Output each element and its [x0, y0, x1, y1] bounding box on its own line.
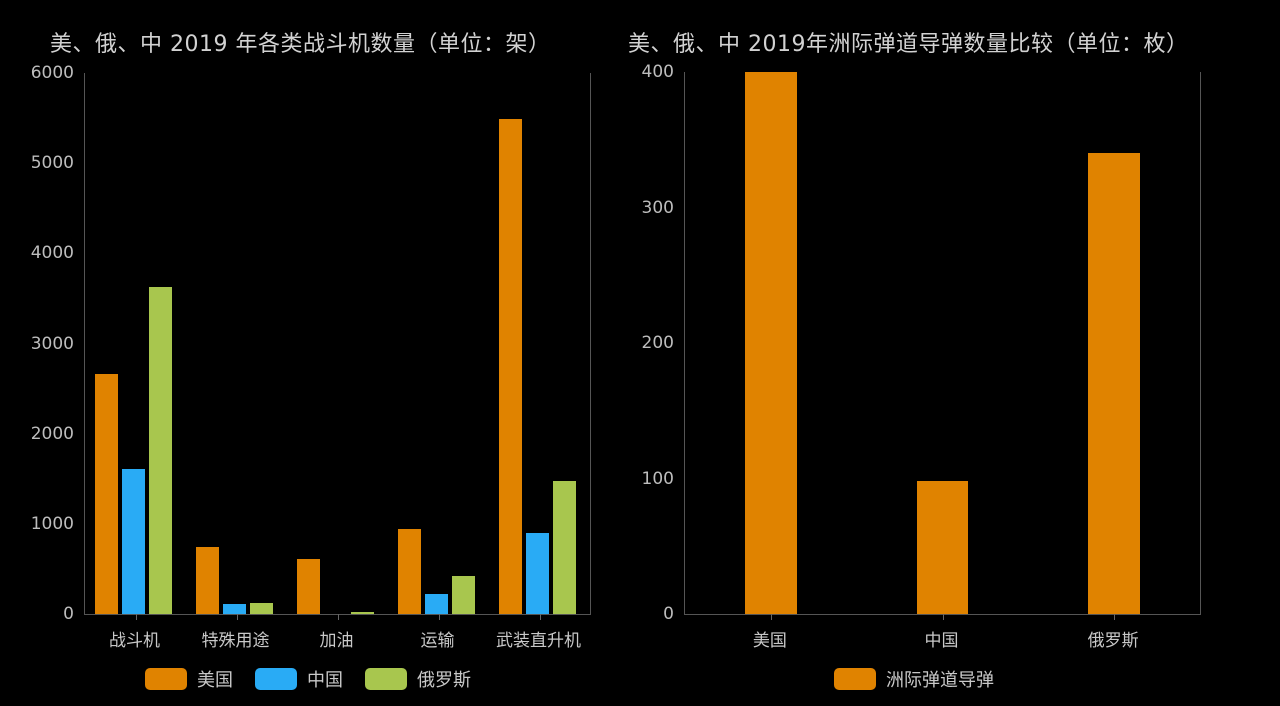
bar-russia — [350, 612, 374, 614]
y-tick-label: 0 — [63, 604, 74, 624]
x-tick-mark — [1114, 614, 1116, 620]
y-tick-label: 5000 — [30, 153, 74, 174]
x-tick-mark — [438, 614, 440, 620]
legend-label: 俄罗斯 — [417, 670, 471, 691]
left-plot-area — [84, 73, 591, 620]
legend-swatch — [834, 668, 876, 690]
bar-usa — [95, 374, 119, 614]
legend-item[interactable]: 洲际弹道导弹 — [834, 666, 994, 692]
x-tick-label: 中国 — [924, 631, 959, 651]
y-tick-label: 100 — [641, 468, 674, 489]
left-chart-panel: 美、俄、中 2019 年各类战斗机数量（单位：架） 0 1000 2000 3000 4… — [0, 0, 620, 706]
y-tick-label: 0 — [663, 604, 674, 624]
x-tick-mark — [337, 614, 339, 620]
legend-item[interactable]: 中国 — [255, 666, 343, 692]
y-tick-label: 4000 — [30, 243, 74, 264]
right-chart-panel: 美、俄、中 2019年洲际弹道导弹数量比较（单位：枚） 0 100 200 300 40… — [620, 0, 1280, 706]
bar-russia — [451, 576, 475, 614]
y-tick-label: 1000 — [30, 513, 74, 534]
bar-usa — [297, 559, 321, 614]
x-tick-label: 俄罗斯 — [1087, 631, 1139, 651]
x-tick-mark — [236, 614, 238, 620]
left-chart-title: 美、俄、中 2019 年各类战斗机数量（单位：架） — [50, 32, 551, 57]
y-tick-label: 300 — [641, 197, 674, 218]
bar-icbm — [745, 72, 797, 614]
y-tick-label: 6000 — [30, 63, 74, 83]
x-tick-mark — [770, 614, 772, 620]
bar-usa — [499, 119, 523, 614]
bar-icbm — [916, 481, 969, 614]
x-tick-label: 战斗机 — [109, 631, 160, 651]
y-tick-label: 200 — [641, 333, 674, 353]
left-legend: 美国 中国 俄罗斯 — [145, 666, 483, 692]
legend-label: 中国 — [307, 670, 343, 691]
x-tick-mark — [135, 614, 137, 620]
legend-swatch — [365, 668, 407, 690]
x-tick-label: 美国 — [752, 631, 787, 651]
x-tick-mark — [539, 614, 541, 620]
bar-china — [526, 532, 549, 614]
legend-swatch — [255, 668, 297, 690]
x-tick-label: 运输 — [420, 631, 455, 651]
bar-russia — [249, 603, 273, 614]
bar-china — [223, 604, 246, 614]
x-tick-label: 加油 — [319, 631, 354, 651]
legend-swatch — [145, 668, 187, 690]
y-tick-label: 2000 — [30, 423, 74, 444]
legend-item[interactable]: 俄罗斯 — [365, 666, 471, 692]
legend-label: 美国 — [197, 670, 233, 691]
bar-russia — [148, 287, 172, 614]
x-tick-label: 武装直升机 — [496, 631, 581, 651]
x-tick-mark — [942, 614, 944, 620]
right-plot-area — [684, 72, 1201, 620]
legend-item[interactable]: 美国 — [145, 666, 233, 692]
bar-china — [425, 594, 448, 614]
bar-icbm — [1088, 153, 1140, 614]
bar-russia — [552, 481, 576, 614]
legend-label: 洲际弹道导弹 — [886, 670, 994, 691]
right-chart-title: 美、俄、中 2019年洲际弹道导弹数量比较（单位：枚） — [628, 32, 1189, 57]
bar-usa — [398, 529, 422, 614]
bar-china — [122, 468, 145, 614]
bar-usa — [196, 547, 220, 614]
y-tick-label: 3000 — [30, 333, 74, 354]
right-legend: 洲际弹道导弹 — [834, 666, 1006, 692]
y-tick-label: 400 — [641, 62, 674, 82]
x-tick-label: 特殊用途 — [201, 631, 270, 651]
